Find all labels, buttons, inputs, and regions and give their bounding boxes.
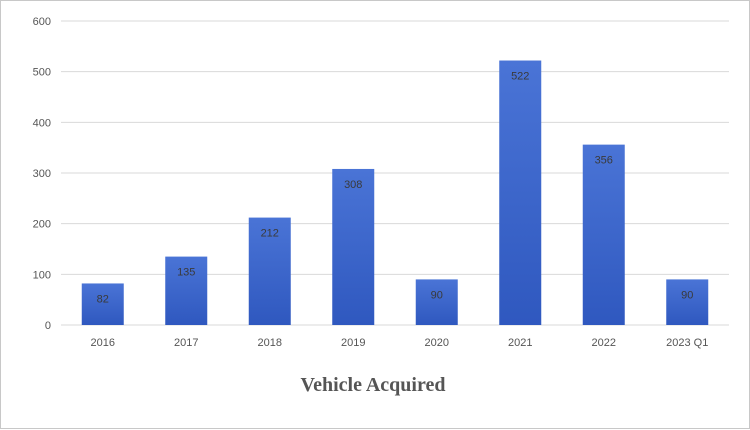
y-tick-label: 400 xyxy=(33,117,51,129)
bars xyxy=(81,60,709,326)
bar-2022 xyxy=(582,144,625,325)
data-label: 212 xyxy=(261,228,279,240)
y-tick-label: 600 xyxy=(33,16,51,28)
y-tick-label: 0 xyxy=(45,320,51,332)
chart-title: Vehicle Acquired xyxy=(300,374,445,396)
bar-2023-q1 xyxy=(666,279,709,325)
bar-2018 xyxy=(248,217,291,325)
x-tick-label: 2020 xyxy=(425,337,449,349)
bar-2017 xyxy=(165,256,208,325)
gridlines xyxy=(61,20,729,326)
x-axis-ticks: 2016 2017 2018 2019 2020 2021 2022 2023 Q1 xyxy=(91,337,709,349)
x-tick-label: 2017 xyxy=(174,337,198,349)
data-label: 90 xyxy=(681,289,693,301)
x-tick-label: 2016 xyxy=(91,337,115,349)
x-tick-label: 2018 xyxy=(258,337,282,349)
x-tick-label: 2022 xyxy=(592,337,616,349)
x-tick-label: 2021 xyxy=(508,337,532,349)
data-label: 356 xyxy=(595,155,613,167)
y-axis-ticks: 0 100 200 300 400 500 600 xyxy=(33,16,51,332)
y-tick-label: 500 xyxy=(33,67,51,79)
y-tick-label: 100 xyxy=(33,269,51,281)
y-tick-label: 300 xyxy=(33,168,51,180)
data-label: 90 xyxy=(431,289,443,301)
bar-2021 xyxy=(499,60,542,326)
bar-2019 xyxy=(332,168,375,325)
x-tick-label: 2019 xyxy=(341,337,365,349)
data-labels: 82 135 212 308 90 522 356 90 xyxy=(97,71,694,306)
data-label: 308 xyxy=(344,179,362,191)
data-label: 135 xyxy=(177,267,195,279)
bar-2016 xyxy=(81,283,124,325)
y-tick-label: 200 xyxy=(33,219,51,231)
bar-2020 xyxy=(415,279,458,325)
data-label: 82 xyxy=(97,293,109,305)
data-label: 522 xyxy=(511,71,529,83)
x-tick-label: 2023 Q1 xyxy=(666,337,708,349)
